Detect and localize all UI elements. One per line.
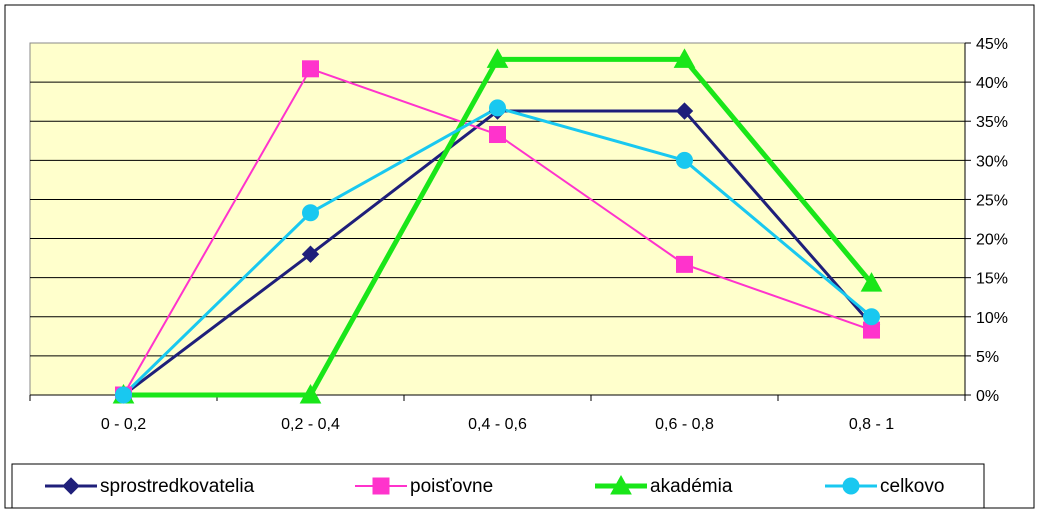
x-tick-label: 0,8 - 1 [849, 416, 894, 433]
data-point-square [676, 255, 693, 273]
y-tick-label: 0% [976, 388, 999, 405]
legend-label: celkovo [880, 476, 944, 497]
y-tick-label: 20% [976, 232, 1008, 249]
data-point-triangle [610, 474, 632, 495]
legend-box [11, 463, 985, 509]
series-markers [112, 48, 883, 404]
data-point-diamond [301, 245, 320, 263]
legend-label: poisťovne [410, 476, 493, 497]
axes: 0% 5% 10% 15% 20% 25% 30% 35% 40% 45% 0 - 0,2 0,2 -… [29, 36, 1008, 433]
y-tick-label: 30% [976, 153, 1008, 170]
plot-area [29, 42, 966, 396]
x-tick-label: 0,4 - 0,6 [468, 416, 527, 433]
x-tick-label: 0 - 0,2 [101, 416, 146, 433]
data-point-square [489, 126, 506, 144]
data-point-triangle [299, 383, 322, 404]
data-point-circle [302, 204, 319, 222]
data-point-circle [676, 151, 693, 169]
y-tick-label: 45% [976, 36, 1008, 53]
x-tick-label: 0,2 - 0,4 [281, 416, 340, 433]
gridlines [30, 81, 965, 357]
data-point-triangle [486, 48, 509, 68]
legend-label: sprostredkovatelia [100, 476, 255, 497]
y-tick-label: 35% [976, 114, 1008, 131]
y-tick-label: 10% [976, 310, 1008, 327]
y-tick-label: 25% [976, 192, 1008, 209]
data-point-circle [115, 386, 132, 404]
data-point-diamond [675, 102, 694, 120]
x-tick-label: 0,6 - 0,8 [655, 416, 714, 433]
data-point-triangle [673, 48, 696, 68]
data-point-circle [842, 477, 860, 495]
legend-label: akadémia [650, 476, 733, 497]
y-tick-label: 15% [976, 271, 1008, 288]
y-tick-label: 40% [976, 75, 1008, 92]
data-point-circle [863, 308, 880, 326]
data-point-triangle [860, 272, 883, 292]
data-point-square [372, 477, 390, 495]
legend: sprostredkovatelia poisťovne akadémia celko… [45, 474, 944, 497]
data-point-circle [489, 99, 506, 117]
y-tick-label: 5% [976, 349, 999, 366]
data-point-diamond [62, 477, 80, 495]
data-point-square [302, 60, 319, 78]
